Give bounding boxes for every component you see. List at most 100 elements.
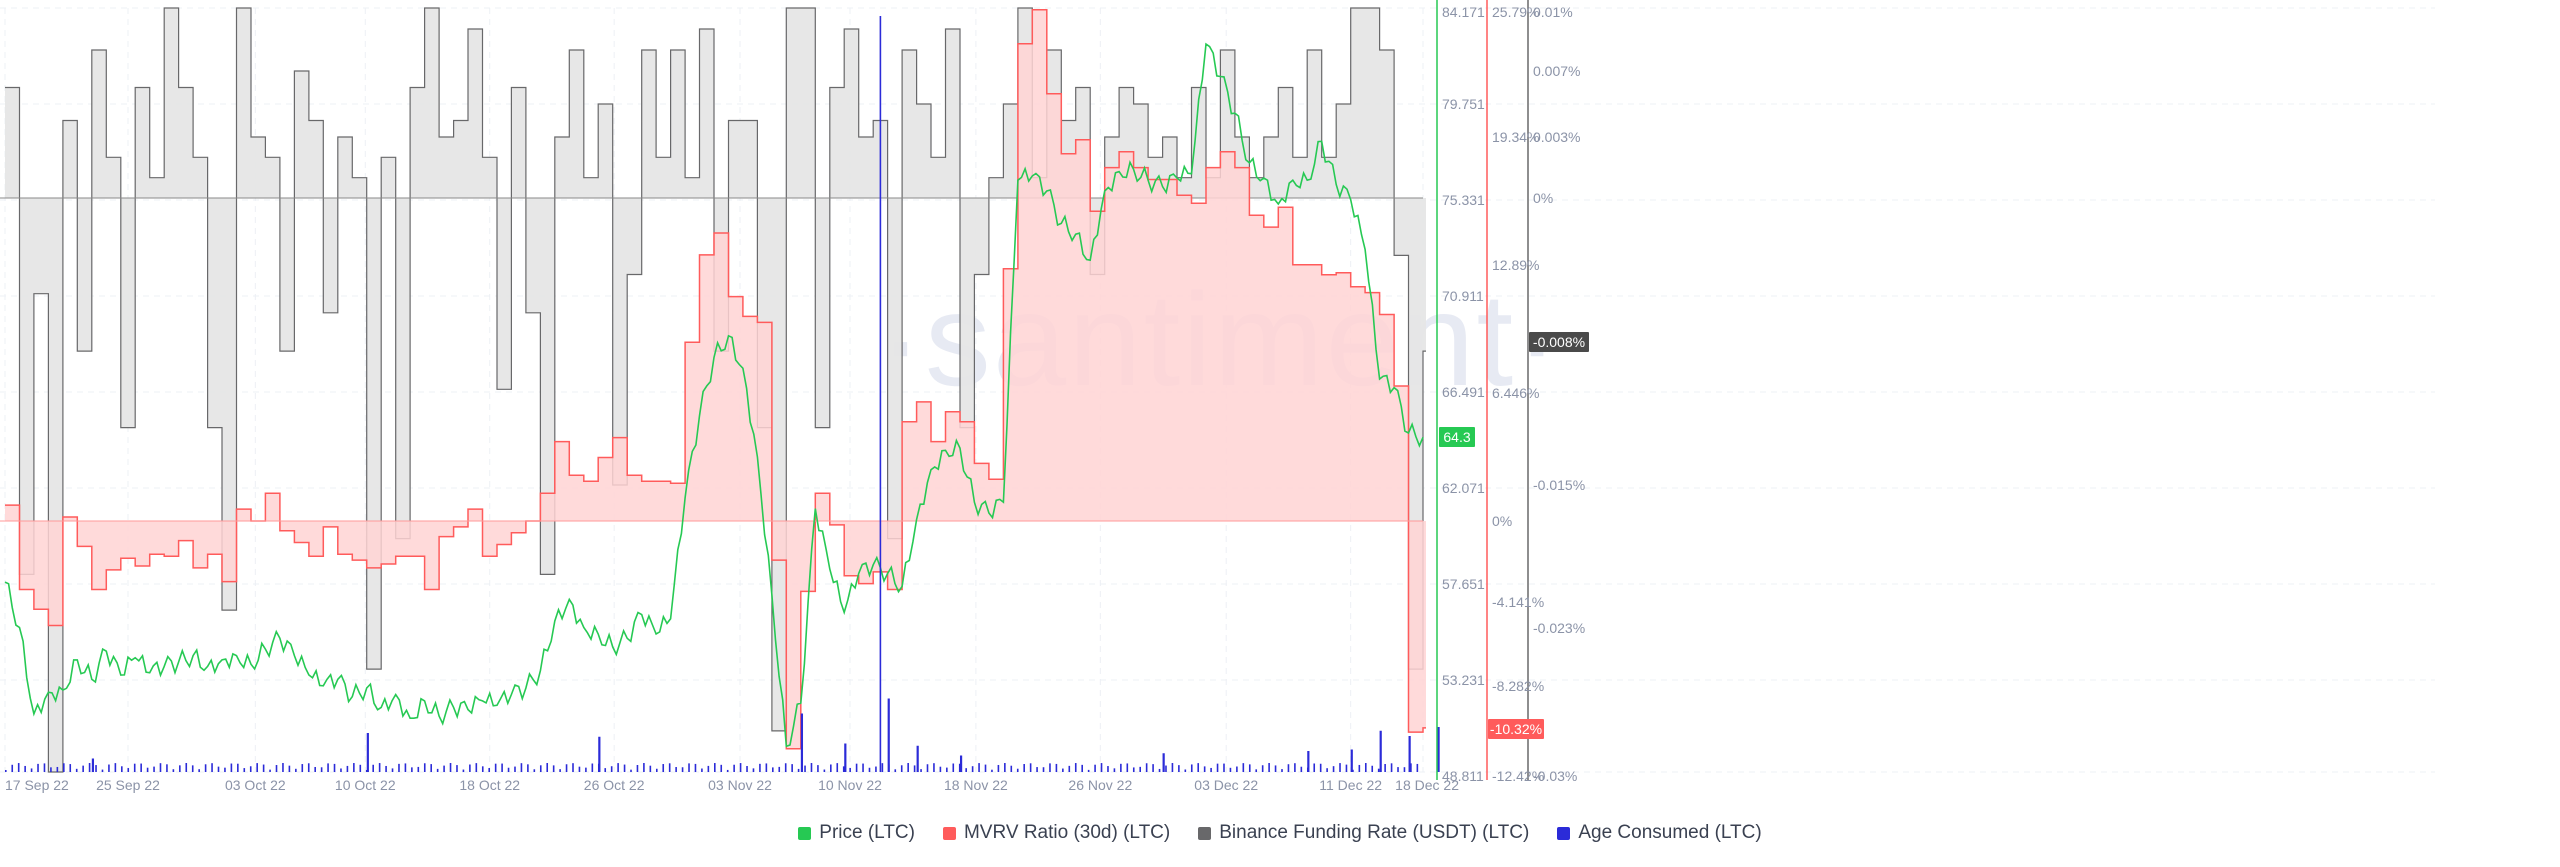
age-consumed-bar xyxy=(894,769,897,772)
age-consumed-bar xyxy=(469,764,471,772)
age-consumed-bar xyxy=(288,765,291,772)
legend-item-age-consumed[interactable]: Age Consumed (LTC) xyxy=(1557,822,1762,844)
age-consumed-bar xyxy=(707,765,710,772)
age-consumed-bar xyxy=(230,763,233,772)
legend-swatch-price xyxy=(798,826,812,840)
mvrv-axis-tick: -12.42% xyxy=(1492,768,1544,784)
age-consumed-bar xyxy=(830,764,832,772)
age-consumed-bar xyxy=(256,763,258,772)
chart-grid xyxy=(0,7,2435,773)
price-axis-tick: 48.811 xyxy=(1442,768,1484,784)
age-consumed-bar xyxy=(1390,763,1393,772)
age-consumed-bar xyxy=(817,765,819,772)
age-consumed-bar xyxy=(1178,765,1180,772)
age-consumed-bar xyxy=(172,769,175,772)
mvrv-area xyxy=(5,9,1426,749)
age-consumed-bar xyxy=(1094,764,1096,772)
funding-axis-tick: -0.023% xyxy=(1533,620,1585,636)
legend-item-funding-rate[interactable]: Binance Funding Rate (USDT) (LTC) xyxy=(1198,822,1529,844)
age-consumed-bar xyxy=(327,763,329,772)
age-consumed-bar xyxy=(559,769,561,772)
age-consumed-bar xyxy=(37,763,39,772)
age-consumed-bar xyxy=(991,769,993,772)
age-consumed-bar xyxy=(423,763,426,772)
age-consumed-bar xyxy=(655,768,658,772)
age-consumed-bar xyxy=(224,767,226,772)
age-consumed-bar xyxy=(797,768,800,772)
age-consumed-bar xyxy=(185,763,188,772)
age-consumed-bar xyxy=(759,763,761,772)
price-layer xyxy=(4,42,1424,748)
age-consumed-bar xyxy=(591,763,594,772)
age-consumed-spike xyxy=(91,758,95,772)
age-consumed-bar xyxy=(688,763,690,772)
age-consumed-layer xyxy=(5,16,1440,772)
x-axis-tick: 25 Sep 22 xyxy=(96,777,160,793)
price-line xyxy=(4,42,1424,748)
price-axis-tick: 79.751 xyxy=(1442,96,1485,112)
age-consumed-bar xyxy=(1319,763,1322,772)
age-consumed-bar xyxy=(24,765,26,772)
age-consumed-spike xyxy=(598,736,601,772)
age-consumed-bar xyxy=(63,763,65,772)
age-consumed-bar xyxy=(578,766,581,772)
age-consumed-bar xyxy=(307,763,310,772)
x-axis-tick: 18 Oct 22 xyxy=(459,777,520,793)
age-consumed-spike xyxy=(1162,753,1165,772)
funding-current-badge: -0.008% xyxy=(1533,334,1585,350)
age-consumed-bar xyxy=(101,769,104,772)
age-consumed-bar xyxy=(1010,765,1013,772)
age-consumed-bar xyxy=(572,763,574,772)
age-consumed-bar xyxy=(1042,767,1045,772)
age-consumed-bar xyxy=(630,769,632,772)
age-consumed-bar xyxy=(1171,763,1174,772)
age-consumed-bar xyxy=(694,763,697,772)
age-consumed-bar xyxy=(946,767,948,772)
age-consumed-bar xyxy=(552,765,555,772)
price-axis-tick: 57.651 xyxy=(1442,576,1485,592)
x-axis-tick: 03 Oct 22 xyxy=(225,777,286,793)
age-consumed-bar xyxy=(391,768,394,772)
age-consumed-bar xyxy=(88,763,91,772)
age-consumed-bar xyxy=(533,769,536,772)
funding-rate-line xyxy=(5,7,1426,773)
mvrv-axis-tick: 19.34% xyxy=(1492,129,1539,145)
funding-axis-tick: 0.01% xyxy=(1533,4,1573,20)
funding-axis-tick: -0.015% xyxy=(1533,477,1585,493)
age-consumed-bar xyxy=(565,764,568,772)
age-consumed-bar xyxy=(262,764,265,772)
age-consumed-bar xyxy=(430,764,432,772)
age-consumed-bar xyxy=(56,766,59,772)
age-consumed-bar xyxy=(494,763,497,772)
age-consumed-bar xyxy=(411,767,413,772)
age-consumed-bar xyxy=(823,769,826,772)
age-consumed-bar xyxy=(385,765,387,772)
age-consumed-bar xyxy=(217,766,220,772)
age-consumed-bar xyxy=(958,763,961,772)
age-consumed-bar xyxy=(1268,763,1270,772)
age-consumed-bar xyxy=(346,765,349,772)
age-consumed-bar xyxy=(333,763,336,772)
age-consumed-bar xyxy=(1242,763,1245,772)
age-consumed-bar xyxy=(907,763,909,772)
funding-axis-tick: 0% xyxy=(1533,190,1553,206)
age-consumed-bar xyxy=(1352,769,1354,772)
mvrv-axis-tick: 25.79% xyxy=(1492,4,1539,20)
age-consumed-bar xyxy=(114,763,117,772)
age-consumed-bar xyxy=(1255,769,1258,772)
age-consumed-bar xyxy=(191,765,194,772)
age-consumed-bar xyxy=(849,767,851,772)
price-axis-tick: 70.911 xyxy=(1442,288,1484,304)
age-consumed-bar xyxy=(1364,763,1367,772)
age-consumed-bar xyxy=(1210,767,1212,772)
legend-item-price[interactable]: Price (LTC) xyxy=(798,822,915,844)
legend-item-mvrv[interactable]: MVRV Ratio (30d) (LTC) xyxy=(942,822,1170,844)
x-axis-tick: 10 Nov 22 xyxy=(818,777,882,793)
age-consumed-bar xyxy=(243,768,246,772)
age-consumed-bar xyxy=(1049,763,1051,772)
age-consumed-bar xyxy=(1384,763,1386,772)
age-consumed-bar xyxy=(604,768,607,772)
age-consumed-spike xyxy=(1307,751,1310,772)
price-axis-tick: 53.231 xyxy=(1442,672,1485,688)
age-consumed-bar xyxy=(1261,765,1264,772)
